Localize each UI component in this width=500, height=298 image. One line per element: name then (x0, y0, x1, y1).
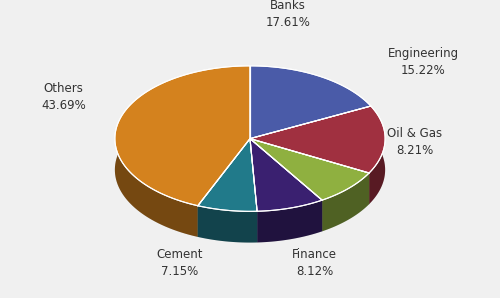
Polygon shape (198, 139, 250, 237)
Text: Cement
7.15%: Cement 7.15% (156, 248, 203, 278)
Polygon shape (250, 139, 322, 231)
Polygon shape (369, 106, 385, 204)
Polygon shape (250, 139, 369, 204)
Text: Engineering
15.22%: Engineering 15.22% (388, 47, 458, 77)
Text: Others
43.69%: Others 43.69% (41, 82, 86, 112)
Polygon shape (115, 97, 385, 243)
Polygon shape (250, 139, 322, 211)
Polygon shape (250, 139, 257, 243)
Text: Oil & Gas
8.21%: Oil & Gas 8.21% (388, 127, 442, 157)
Polygon shape (115, 66, 250, 237)
Polygon shape (250, 106, 385, 173)
Polygon shape (198, 206, 257, 243)
Polygon shape (250, 139, 257, 243)
Polygon shape (250, 106, 371, 170)
Polygon shape (250, 139, 322, 231)
Polygon shape (115, 66, 250, 206)
Polygon shape (322, 173, 369, 231)
Text: Finance
8.12%: Finance 8.12% (292, 248, 338, 278)
Polygon shape (250, 106, 371, 170)
Polygon shape (198, 139, 250, 237)
Polygon shape (198, 139, 257, 211)
Text: Banks
17.61%: Banks 17.61% (266, 0, 310, 29)
Polygon shape (257, 200, 322, 243)
Polygon shape (250, 139, 369, 200)
Polygon shape (250, 66, 371, 137)
Polygon shape (250, 66, 371, 139)
Polygon shape (250, 139, 369, 204)
